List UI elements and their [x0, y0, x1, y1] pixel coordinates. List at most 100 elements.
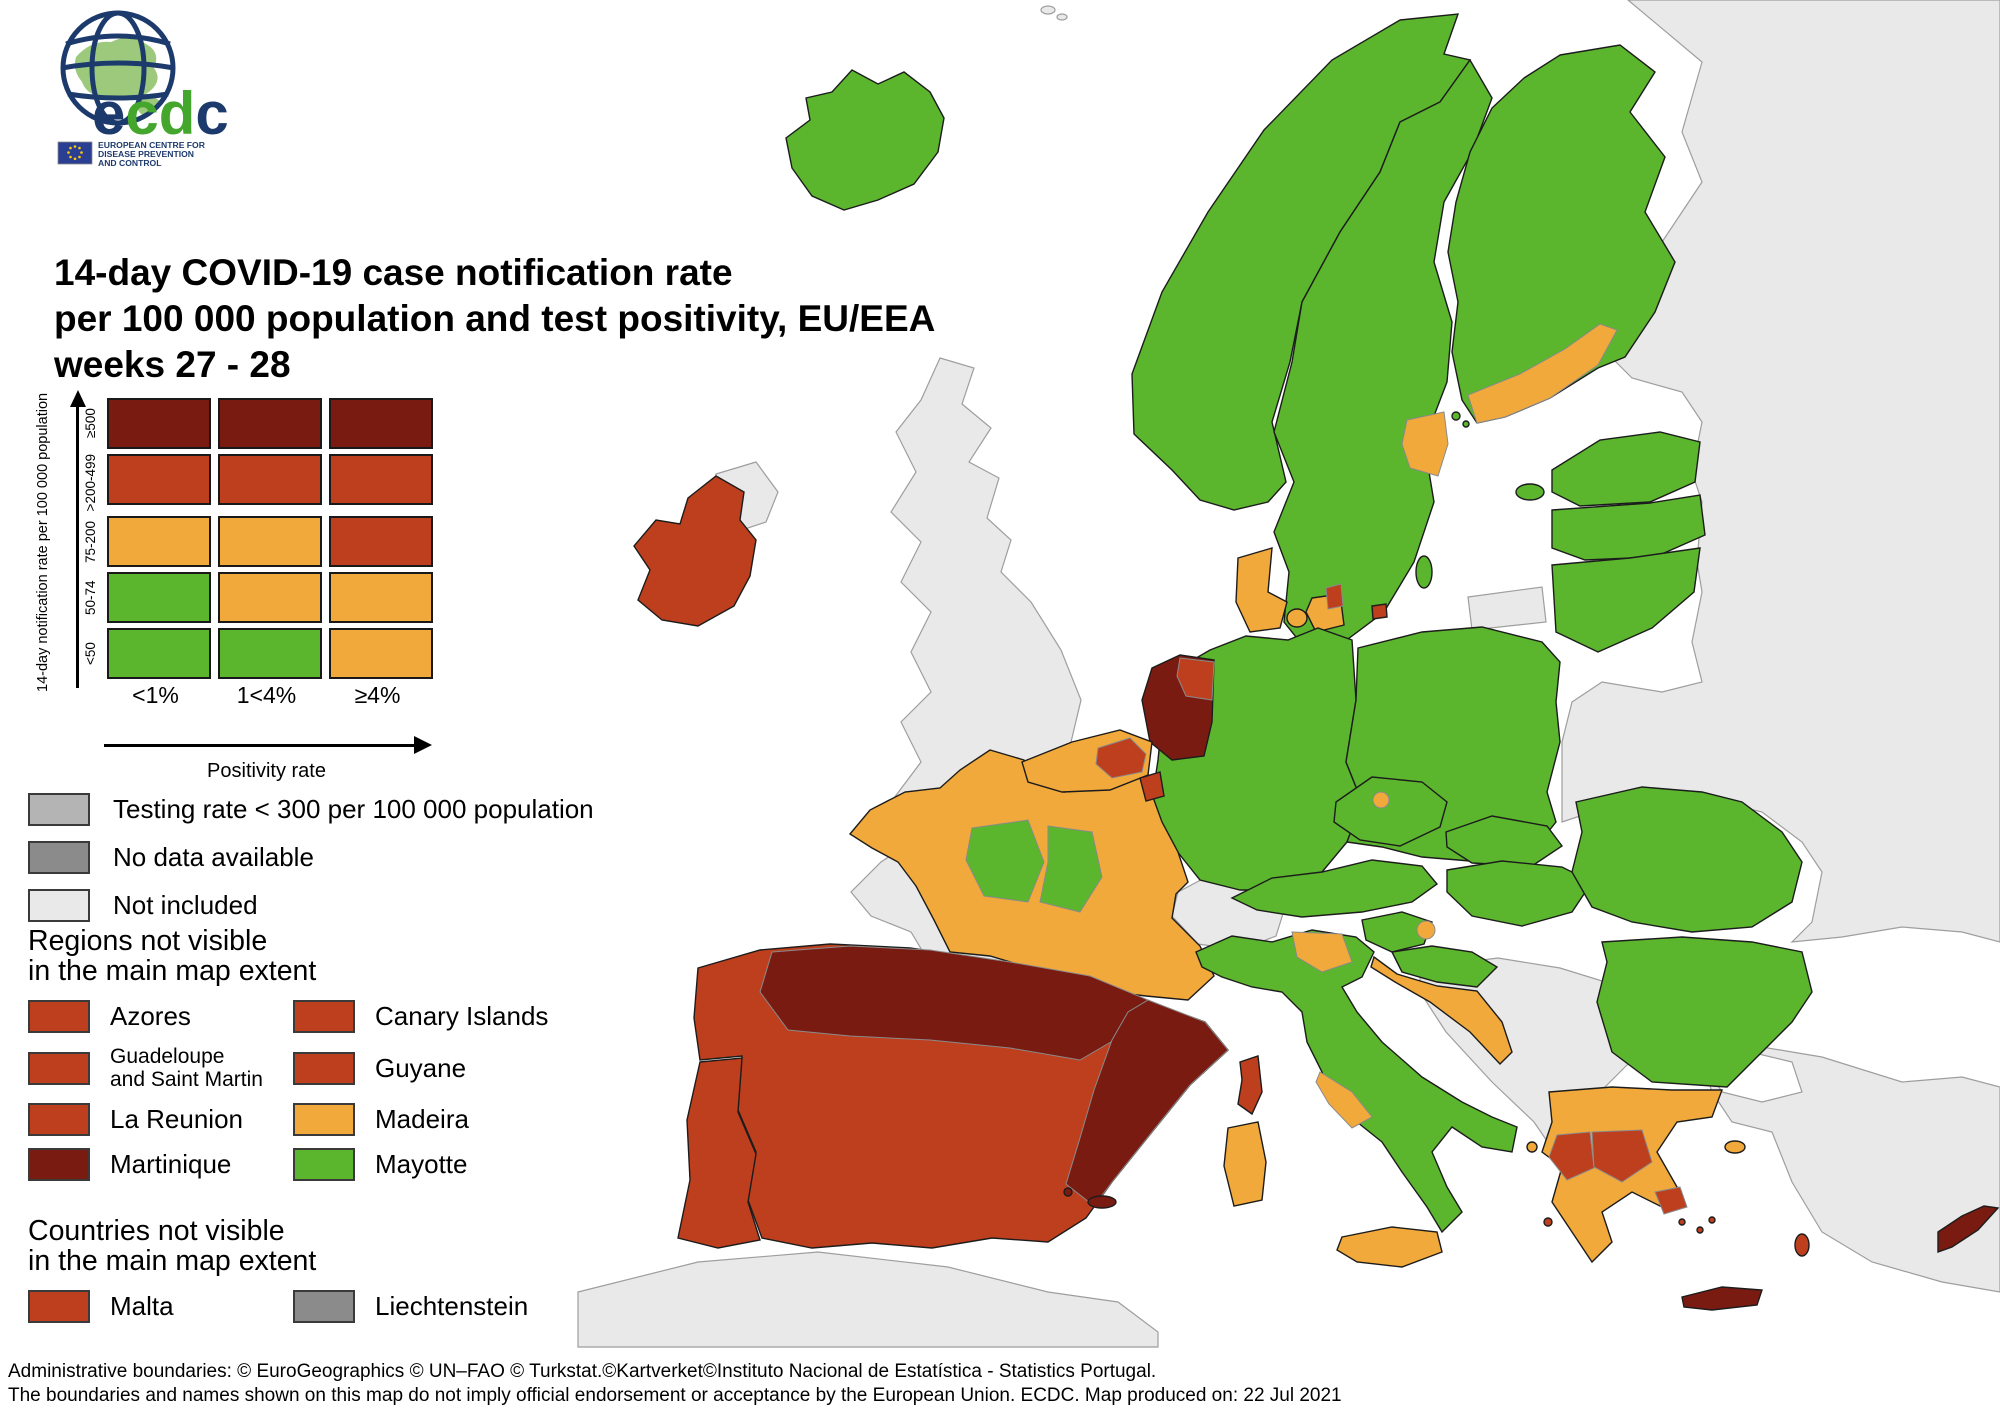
- matrix-row-label: >200-499: [83, 454, 98, 512]
- map-region-slovenia: [1361, 911, 1433, 953]
- map-region-croatia-inland: [1390, 945, 1499, 988]
- map-region-denmark-jutland: [1235, 547, 1288, 633]
- matrix-cell: [107, 628, 211, 680]
- matrix-x-axis-label: Positivity rate: [207, 760, 326, 782]
- madeira-swatch: [293, 1103, 355, 1136]
- map-title: 14-day COVID-19 case notification rate p…: [54, 252, 936, 385]
- map-region-finland-south-coast: [1467, 323, 1618, 424]
- matrix-col-label: 1<4%: [236, 682, 297, 708]
- matrix-y-axis-label: 14-day notification rate per 100 000 pop…: [35, 392, 51, 692]
- map-region-lithuania: [1551, 547, 1701, 653]
- matrix-row-50-74: 50-74: [82, 572, 433, 624]
- not-included-swatch: [28, 889, 90, 922]
- map-region-croatia-coast: [1370, 955, 1513, 1066]
- eu-flag-icon: [57, 141, 93, 165]
- azores-label: Azores: [110, 1001, 191, 1031]
- map-region-copenhagen: [1325, 583, 1344, 610]
- canary-islands-swatch: [293, 1000, 355, 1033]
- matrix-cell: [329, 516, 433, 568]
- map-region-turkey: [1701, 1046, 2000, 1293]
- guadeloupe-label: Guadeloupe and Saint Martin: [110, 1045, 263, 1091]
- map-region-balearic-ibiza: [1063, 1187, 1073, 1197]
- map-region-north-africa: [577, 1251, 1159, 1348]
- matrix-col-label: <1%: [132, 682, 179, 708]
- matrix-cell: [218, 454, 322, 505]
- matrix-y-axis-arrow-shaft: [76, 406, 79, 688]
- map-region-hungary: [1446, 860, 1594, 927]
- ecdc-logo: ecdc EUROPEAN CENTRE FOR DISEASE PREVENT…: [57, 10, 229, 168]
- map-region-slovenia-east: [1416, 920, 1436, 940]
- map-region-aland: [1451, 411, 1461, 421]
- matrix-cell: [329, 454, 433, 505]
- map-region-lesbos: [1724, 1140, 1746, 1154]
- map-region-cyprus: [1937, 1205, 2000, 1253]
- map-region-cyclades-2: [1696, 1226, 1704, 1234]
- map-region-corfu: [1526, 1141, 1538, 1153]
- matrix-cell: [329, 398, 433, 449]
- mayotte-swatch: [293, 1148, 355, 1181]
- matrix-cell: [218, 398, 322, 449]
- map-region-france-bourgogne: [1039, 825, 1103, 913]
- no-data-swatch: [28, 841, 90, 874]
- legend-label: Not included: [113, 890, 258, 920]
- map-region-faroe-islands-south: [1056, 13, 1068, 21]
- matrix-row-label: 50-74: [83, 580, 98, 616]
- malta-label: Malta: [110, 1291, 174, 1321]
- matrix-cell: [329, 572, 433, 624]
- map-region-latvia: [1551, 494, 1706, 561]
- canary-islands-label: Canary Islands: [375, 1001, 549, 1031]
- map-region-greece-epirus: [1548, 1131, 1595, 1181]
- matrix-row-label: 75-200: [83, 520, 98, 563]
- regions-section-heading: Regions not visible in the main map exte…: [28, 925, 317, 987]
- map-region-czechia: [1333, 776, 1448, 847]
- map-region-sardinia: [1223, 1121, 1267, 1207]
- map-legend: Testing rate < 300 per 100 000 populatio…: [28, 793, 594, 937]
- guyane-swatch: [293, 1051, 355, 1085]
- map-region-luxembourg: [1139, 771, 1165, 802]
- matrix-col-label: ≥4%: [354, 682, 401, 708]
- map-region-crete: [1681, 1286, 1763, 1311]
- matrix-column-labels: <1% 1<4% ≥4%: [100, 682, 433, 709]
- map-region-cyclades-1: [1678, 1218, 1686, 1226]
- ecdc-org-name-line2: DISEASE PREVENTION: [98, 149, 194, 159]
- matrix-y-axis-arrow-head: [69, 390, 86, 407]
- map-region-iceland: [785, 69, 945, 211]
- la-reunion-label: La Reunion: [110, 1104, 243, 1134]
- map-region-saaremaa: [1515, 483, 1545, 501]
- la-reunion-swatch: [28, 1103, 90, 1136]
- map-region-bornholm: [1371, 603, 1388, 620]
- map-region-aland-east: [1462, 420, 1470, 428]
- martinique-label: Martinique: [110, 1149, 232, 1179]
- matrix-row-200-499: >200-499: [82, 454, 433, 511]
- guyane-label: Guyane: [375, 1052, 467, 1083]
- map-region-ireland: [633, 475, 757, 627]
- matrix-cell: [218, 516, 322, 568]
- mayotte-label: Mayotte: [375, 1149, 468, 1179]
- liechtenstein-label: Liechtenstein: [375, 1291, 529, 1321]
- map-region-austria: [1230, 859, 1439, 918]
- map-region-bulgaria: [1596, 936, 1813, 1088]
- liechtenstein-swatch: [293, 1290, 355, 1323]
- matrix-x-axis-arrow-shaft: [104, 744, 416, 747]
- matrix-cell: [107, 454, 211, 505]
- matrix-cell: [107, 516, 211, 568]
- map-region-italy-northeast: [1291, 931, 1353, 973]
- countries-section-heading: Countries not visible in the main map ex…: [28, 1215, 317, 1277]
- testing-rate-swatch: [28, 793, 90, 826]
- matrix-row-500plus: ≥500: [82, 398, 433, 449]
- legend-item-not-included: Not included: [28, 889, 594, 922]
- matrix-row-under50: <50: [82, 628, 433, 680]
- map-region-netherlands-north: [1176, 657, 1215, 701]
- map-region-portugal: [677, 1057, 761, 1249]
- globe-icon: [60, 10, 176, 126]
- map-region-italy: [1195, 929, 1518, 1234]
- matrix-x-axis-arrow-head: [414, 736, 432, 754]
- map-region-denmark-funen: [1286, 608, 1308, 628]
- map-region-kaliningrad: [1467, 586, 1547, 631]
- regions-not-visible-list: Azores Canary Islands Guadeloupe and Sai…: [28, 1000, 648, 1181]
- map-attribution-footer: Administrative boundaries: © EuroGeograp…: [8, 1361, 1342, 1406]
- map-region-france-centre: [965, 819, 1045, 903]
- matrix-cell: [107, 572, 211, 624]
